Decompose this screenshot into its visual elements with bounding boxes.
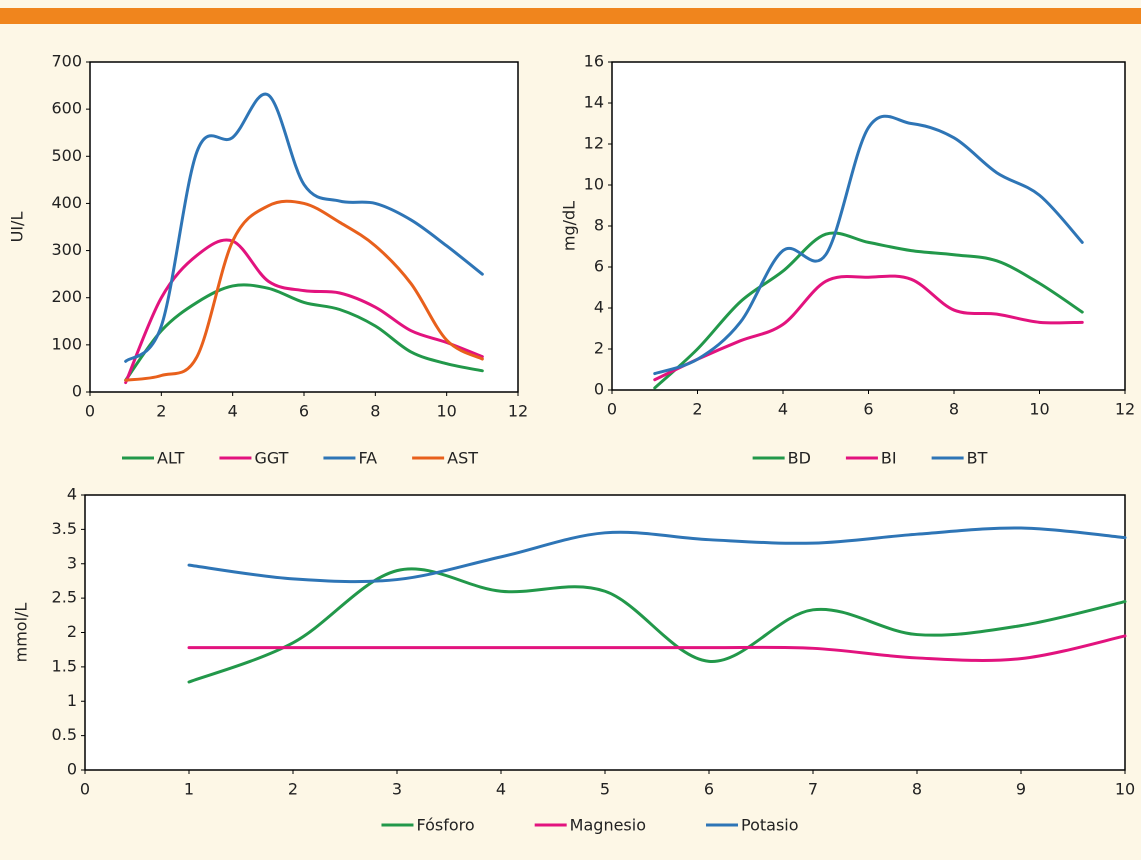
y-tick-label: 8 — [594, 216, 604, 235]
y-tick-label: 1 — [67, 691, 77, 710]
legend-label: Magnesio — [570, 816, 646, 835]
x-tick-label: 10 — [1029, 400, 1049, 419]
y-tick-label: 2 — [67, 622, 77, 641]
y-tick-label: 400 — [51, 193, 82, 212]
x-tick-label: 4 — [228, 402, 238, 421]
data-line — [124, 199, 484, 382]
x-tick-label: 2 — [692, 400, 702, 419]
y-tick-label: 16 — [584, 52, 604, 71]
x-tick-label: 7 — [808, 780, 818, 799]
x-tick-label: 10 — [436, 402, 456, 421]
y-tick-label: 6 — [594, 257, 604, 276]
y-axis-label: mmol/L — [12, 603, 31, 663]
data-line — [653, 274, 1084, 382]
y-tick-label: 1.5 — [52, 656, 77, 675]
legend: ALT GGT FA AST — [122, 449, 478, 468]
y-tick-label: 200 — [51, 287, 82, 306]
x-tick-label: 8 — [370, 402, 380, 421]
y-tick-label: 600 — [51, 99, 82, 118]
legend-label: Potasio — [741, 816, 799, 835]
x-tick-label: 3 — [392, 780, 402, 799]
legend-label: BD — [788, 449, 811, 468]
data-line — [124, 92, 484, 363]
y-tick-label: 3 — [67, 553, 77, 572]
y-tick-label: 100 — [51, 334, 82, 353]
x-tick-label: 4 — [496, 780, 506, 799]
y-tick-label: 300 — [51, 240, 82, 259]
data-line — [653, 114, 1084, 376]
y-tick-label: 500 — [51, 146, 82, 165]
y-tick-label: 14 — [584, 93, 604, 112]
y-tick-label: 2 — [594, 339, 604, 358]
y-axis-label: mg/dL — [560, 201, 579, 251]
x-tick-label: 2 — [288, 780, 298, 799]
legend-label: FA — [358, 449, 377, 468]
plot-area — [611, 61, 1126, 391]
x-tick-label: 1 — [184, 780, 194, 799]
legend-label: ALT — [157, 449, 185, 468]
x-tick-label: 2 — [156, 402, 166, 421]
x-tick-label: 6 — [863, 400, 873, 419]
y-tick-label: 2.5 — [52, 588, 77, 607]
x-tick-label: 9 — [1016, 780, 1026, 799]
data-line — [653, 231, 1084, 390]
y-tick-label: 4 — [594, 298, 604, 317]
x-tick-label: 6 — [704, 780, 714, 799]
header-bar — [0, 8, 1141, 24]
x-tick-label: 12 — [1115, 400, 1135, 419]
x-tick-label: 5 — [600, 780, 610, 799]
y-tick-label: 0 — [594, 380, 604, 399]
x-tick-label: 10 — [1115, 780, 1135, 799]
y-tick-label: 3.5 — [52, 519, 77, 538]
y-tick-label: 12 — [584, 134, 604, 153]
legend-label: GGT — [254, 449, 288, 468]
legend-label: AST — [447, 449, 478, 468]
data-line — [187, 567, 1127, 684]
y-tick-label: 10 — [584, 175, 604, 194]
data-line — [187, 526, 1127, 584]
legend-label: BT — [967, 449, 988, 468]
x-tick-label: 4 — [778, 400, 788, 419]
x-tick-label: 0 — [607, 400, 617, 419]
data-line — [124, 283, 484, 382]
x-tick-label: 0 — [85, 402, 95, 421]
x-tick-label: 8 — [949, 400, 959, 419]
legend-label: BI — [881, 449, 897, 468]
x-tick-label: 0 — [80, 780, 90, 799]
legend: BD BI BT — [752, 449, 988, 468]
y-tick-label: 0 — [67, 760, 77, 779]
y-tick-label: 0 — [72, 382, 82, 401]
legend-label: Fósforo — [416, 816, 474, 835]
x-tick-label: 12 — [508, 402, 528, 421]
legend: Fósforo Magnesio Potasio — [381, 816, 799, 835]
y-tick-label: 700 — [51, 52, 82, 71]
y-axis-label: UI/L — [8, 212, 27, 243]
y-tick-label: 4 — [67, 485, 77, 504]
plot-area — [84, 494, 1126, 771]
data-line — [187, 634, 1127, 662]
x-tick-label: 6 — [299, 402, 309, 421]
y-tick-label: 0.5 — [52, 725, 77, 744]
plot-area — [89, 61, 519, 393]
data-line — [124, 238, 484, 385]
x-tick-label: 8 — [912, 780, 922, 799]
